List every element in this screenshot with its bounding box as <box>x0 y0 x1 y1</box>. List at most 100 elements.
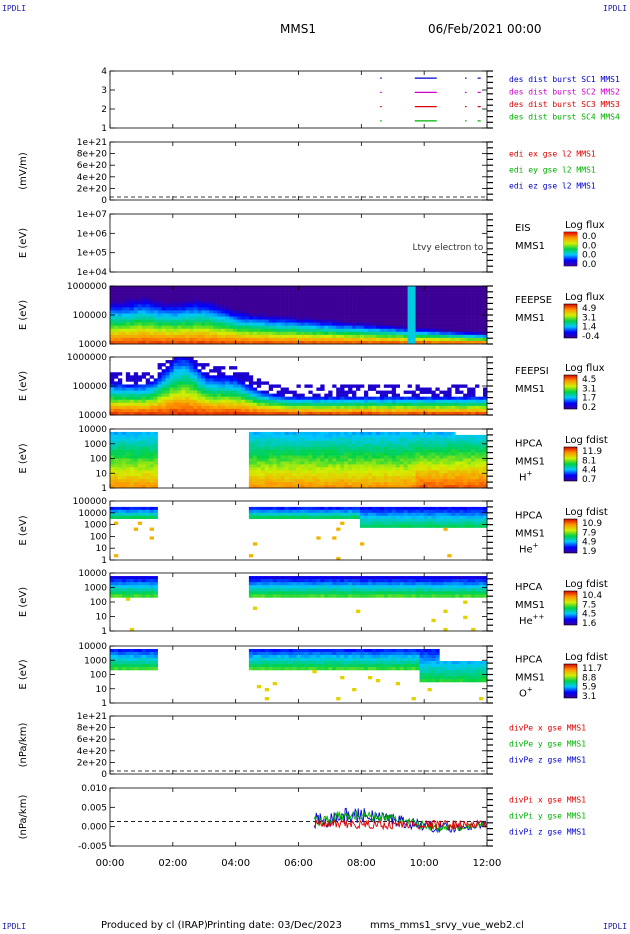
y-tick-label: 3 <box>101 86 107 96</box>
colorbar-title: Log fdist <box>565 652 608 663</box>
colorbar-tick-label: 1.7 <box>582 394 596 404</box>
colorbar <box>563 446 578 482</box>
instrument-spacecraft: MMS1 <box>515 457 545 468</box>
y-tick-label: 10 <box>96 544 108 554</box>
colorbar-tick-label: 4.9 <box>582 538 597 548</box>
colorbar-tick-label: 7.9 <box>582 528 597 538</box>
y-tick-label: 2 <box>101 105 107 115</box>
y-axis-label: (mV/m) <box>18 152 29 190</box>
divpi-series-2 <box>313 818 487 831</box>
x-tick-label: 02:00 <box>158 858 187 869</box>
colorbar-tick-label: 4.4 <box>582 466 597 476</box>
colorbar-tick-label: 1.9 <box>582 547 597 557</box>
colorbar-tick-label: 0.0 <box>582 241 597 251</box>
instrument-spacecraft: MMS1 <box>515 384 545 395</box>
legend-entry: divPe y gse MMS1 <box>509 740 586 749</box>
instrument-spacecraft: MMS1 <box>515 241 545 252</box>
instrument-label: HPCA <box>515 655 543 666</box>
colorbar-tick-label: 0.0 <box>582 251 597 261</box>
y-tick-label: 0 <box>101 770 107 780</box>
colorbar-tick-label: 3.1 <box>582 384 596 394</box>
instrument-label: FEEPSE <box>515 295 552 306</box>
colorbar-tick-label: 7.5 <box>582 600 596 610</box>
y-tick-label: 10000 <box>78 569 107 579</box>
x-tick-label: 00:00 <box>96 858 125 869</box>
y-tick-label: 100 <box>90 455 107 465</box>
y-tick-label: 4 <box>101 67 107 77</box>
panel-divpi: -0.005 0.000 0.005 0.010 (nPa/km) divPi x gse… <box>18 784 586 852</box>
spectrogram-feepsi <box>110 357 488 416</box>
x-tick-label: 08:00 <box>347 858 376 869</box>
y-tick-label: 0.010 <box>81 784 107 794</box>
y-tick-label: 100 <box>90 598 107 608</box>
y-tick-label: 8e+20 <box>77 150 108 160</box>
colorbar <box>563 590 578 626</box>
instrument-spacecraft: MMS1 <box>515 673 545 684</box>
panel-hpca_hepp: 1 10 100 1000 10000 E (eV) HPCA MMS1 He++ Log fdi… <box>18 569 608 637</box>
species-label: O+ <box>519 686 533 700</box>
corner-label-bottom-left: IPDLI <box>2 922 27 931</box>
y-axis-label: E (eV) <box>18 300 29 330</box>
species-label: He++ <box>519 613 545 627</box>
legend-entry: edi ez gse l2 MMS1 <box>509 182 596 191</box>
x-tick-label: 04:00 <box>221 858 250 869</box>
instrument-label: HPCA <box>515 439 543 450</box>
legend-entry: des dist burst SC3 MMS3 <box>509 100 620 109</box>
y-tick-label: 1e+21 <box>77 712 107 722</box>
legend-entry: divPi z gse MMS1 <box>509 828 586 837</box>
x-tick-label: 06:00 <box>284 858 313 869</box>
spectrogram-hpca_hepp <box>110 576 488 632</box>
colorbar <box>563 303 578 339</box>
y-tick-label: 10000 <box>78 425 107 435</box>
y-tick-label: 1e+05 <box>77 249 107 259</box>
colorbar-tick-label: 0.2 <box>582 403 596 413</box>
y-tick-label: 10000 <box>78 411 107 421</box>
colorbar-title: Log flux <box>565 220 605 231</box>
colorbar <box>563 374 578 410</box>
colorbar-tick-label: 11.7 <box>582 664 602 674</box>
y-tick-label: 4e+20 <box>77 173 108 183</box>
panel-feepsi: 10000 100000 1000000 E (eV) FEEPSI MMS1 Log fl… <box>18 353 605 421</box>
y-tick-label: 100000 <box>73 382 108 392</box>
colorbar-tick-label: 4.5 <box>582 375 596 385</box>
header-datetime: 06/Feb/2021 00:00 <box>428 22 542 36</box>
colorbar-fill <box>564 232 577 266</box>
colorbar-tick-label: 5.9 <box>582 683 597 693</box>
panel-hpca_h: 1 10 100 1000 10000 E (eV) HPCA MMS1 H+ Log fdist… <box>18 425 608 494</box>
species-label: H+ <box>519 470 533 484</box>
y-tick-label: 0.005 <box>81 803 107 813</box>
y-tick-label: 2e+20 <box>77 184 108 194</box>
y-tick-label: 1000 <box>84 656 107 666</box>
colorbar-tick-label: 1.4 <box>582 323 597 333</box>
y-axis-label: E (eV) <box>18 228 29 258</box>
footer-produced-by: Produced by cl (IRAP) <box>101 920 208 931</box>
colorbar-tick-label: 0.7 <box>582 475 596 485</box>
y-tick-label: 1e+04 <box>77 268 108 278</box>
y-axis-label: E (eV) <box>18 443 29 473</box>
y-tick-label: 4e+20 <box>77 747 108 757</box>
y-tick-label: 6e+20 <box>77 161 108 171</box>
instrument-spacecraft: MMS1 <box>515 313 545 324</box>
y-tick-label: 100 <box>90 532 107 542</box>
y-tick-label: 8e+20 <box>77 724 108 734</box>
footer-printing-date: Printing date: 03/Dec/2023 <box>207 920 343 931</box>
legend-entry: divPi x gse MMS1 <box>509 796 586 805</box>
colorbar-tick-label: 4.9 <box>582 304 597 314</box>
corner-label-top-left: IPDLI <box>2 4 27 13</box>
y-axis-label: E (eV) <box>18 587 29 617</box>
y-axis-label: E (eV) <box>18 659 29 689</box>
instrument-spacecraft: MMS1 <box>515 529 545 540</box>
species-label: He+ <box>519 542 539 556</box>
y-tick-label: 0.000 <box>81 823 107 833</box>
spectrogram-feepse <box>110 286 488 345</box>
colorbar-tick-label: 1.6 <box>582 619 597 629</box>
colorbar-tick-label: 4.5 <box>582 610 596 620</box>
y-axis-label: (nPa/km) <box>18 795 29 840</box>
panel-burst: 1 2 3 4 des dist burst SC1 MMS1 des dist burs… <box>101 67 620 134</box>
spectrogram-hpca_h <box>110 431 488 489</box>
y-tick-label: 0 <box>101 196 107 206</box>
y-tick-label: 1000000 <box>67 353 107 363</box>
